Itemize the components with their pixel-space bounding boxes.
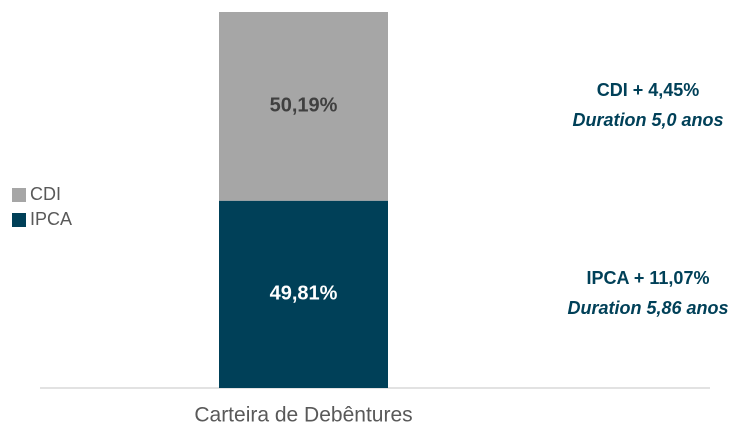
- annotation: CDI + 4,45%: [597, 80, 700, 100]
- value-label: 50,19%: [270, 95, 338, 117]
- x-tick-label: Carteira de Debêntures: [194, 404, 412, 427]
- annotation: IPCA + 11,07%: [587, 268, 710, 288]
- legend-label: IPCA: [30, 209, 72, 229]
- bar-segment: [219, 12, 388, 201]
- legend-label: CDI: [30, 184, 61, 204]
- annotation: Duration 5,0 anos: [572, 110, 723, 130]
- annotation: Duration 5,86 anos: [567, 298, 728, 318]
- legend-swatch: [12, 213, 26, 227]
- legend-swatch: [12, 188, 26, 202]
- bar-segment: [219, 200, 388, 388]
- value-label: 49,81%: [270, 283, 338, 305]
